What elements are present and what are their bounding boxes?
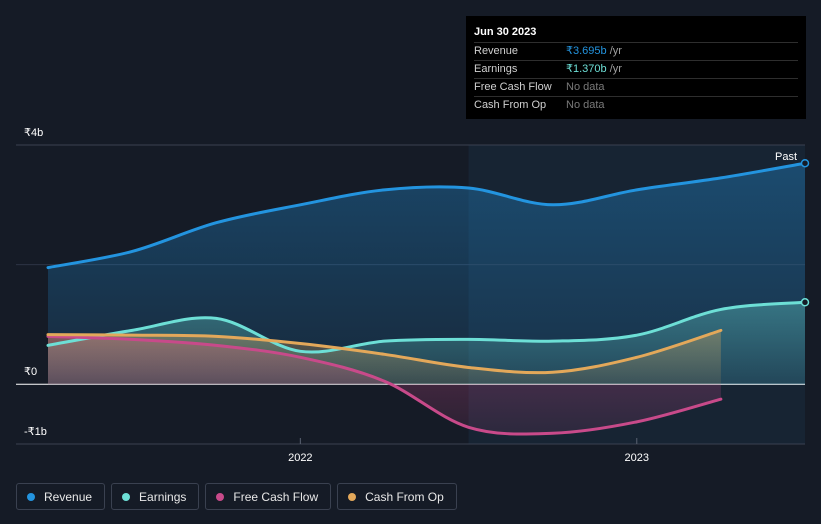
revenue-point[interactable] xyxy=(382,188,386,192)
legend-label: Earnings xyxy=(139,489,187,504)
tooltip-row-label: Cash From Op xyxy=(474,99,547,111)
revenue-point[interactable] xyxy=(800,158,810,168)
tooltip-row-label: Free Cash Flow xyxy=(474,81,552,93)
cash-from-op-point[interactable] xyxy=(130,333,134,337)
revenue-point[interactable] xyxy=(46,266,50,270)
earnings-point[interactable] xyxy=(551,339,555,343)
cash-from-op-point[interactable] xyxy=(635,355,639,359)
legend-dot-icon xyxy=(27,492,35,501)
cash-from-op-point[interactable] xyxy=(214,334,218,338)
legend-dot-icon xyxy=(216,492,225,501)
earnings-point[interactable] xyxy=(214,316,218,320)
earnings-point[interactable] xyxy=(719,307,723,311)
cash-from-op-point[interactable] xyxy=(298,342,302,346)
revenue-point[interactable] xyxy=(467,186,471,190)
tooltip-row-free-cash-flow: Free Cash Flow No data xyxy=(474,78,798,96)
earnings-point[interactable] xyxy=(635,333,639,337)
legend-item-revenue[interactable]: Revenue xyxy=(16,483,106,510)
free-cash-flow-point[interactable] xyxy=(635,420,639,424)
legend-item-cash-from-op[interactable]: Cash From Op xyxy=(337,483,457,510)
tooltip-rows: Revenue ₹3.695b /yr Earnings ₹1.370b /yr Fre… xyxy=(474,42,798,114)
y-tick-label: ₹4b xyxy=(24,127,43,139)
revenue-point[interactable] xyxy=(130,249,134,253)
legend-label: Revenue xyxy=(44,489,93,504)
tooltip-row-cash-from-op: Cash From Op No data xyxy=(474,96,798,114)
tooltip-row-label: Revenue xyxy=(474,45,519,57)
legend-label: Free Cash Flow xyxy=(233,489,319,504)
tooltip-value-number: ₹3.695b xyxy=(566,45,607,57)
tooltip-value-number: No data xyxy=(566,99,605,111)
legend-dot-icon xyxy=(122,492,131,501)
legend-label: Cash From Op xyxy=(365,489,444,504)
tooltip-row-earnings: Earnings ₹1.370b /yr xyxy=(474,60,798,78)
tooltip-row-value: ₹3.695b /yr xyxy=(566,43,622,60)
legend-item-free-cash-flow[interactable]: Free Cash Flow xyxy=(205,483,332,510)
series-lines xyxy=(46,161,807,436)
tooltip-row-value: No data xyxy=(566,97,605,114)
free-cash-flow-point[interactable] xyxy=(719,397,723,401)
earnings-point[interactable] xyxy=(800,298,810,307)
cash-from-op-point[interactable] xyxy=(551,370,555,374)
tooltip-value-unit: /yr xyxy=(606,63,622,75)
y-tick-label: ₹0 xyxy=(24,366,37,378)
earnings-point[interactable] xyxy=(382,339,386,343)
tooltip-row-label: Earnings xyxy=(474,63,518,75)
legend-item-earnings[interactable]: Earnings xyxy=(111,483,200,510)
earnings-point[interactable] xyxy=(467,337,471,341)
x-tick-label: 2023 xyxy=(625,452,649,464)
revenue-point[interactable] xyxy=(214,221,218,225)
x-tick-label: 2022 xyxy=(288,452,312,464)
cash-from-op-point[interactable] xyxy=(719,328,723,332)
free-cash-flow-point[interactable] xyxy=(298,355,302,359)
legend-dot-icon xyxy=(348,492,357,501)
tooltip-value-number: No data xyxy=(566,81,605,93)
tooltip-value-unit: /yr xyxy=(606,45,622,57)
earnings-point[interactable] xyxy=(46,343,50,347)
earnings-line xyxy=(46,300,807,354)
series-areas xyxy=(48,163,805,435)
earnings-point[interactable] xyxy=(130,328,134,332)
past-label: Past xyxy=(775,151,797,163)
axis-labels: ₹4b ₹0 -₹1b 2022 2023 xyxy=(24,127,649,464)
tooltip-row-revenue: Revenue ₹3.695b /yr xyxy=(474,42,798,60)
cash-from-op-point[interactable] xyxy=(382,352,386,356)
y-tick-label: -₹1b xyxy=(24,426,47,438)
free-cash-flow-point[interactable] xyxy=(382,379,386,383)
free-cash-flow-point[interactable] xyxy=(551,431,555,435)
tooltip: Jun 30 2023 Revenue ₹3.695b /yr Earnings ₹1… xyxy=(466,16,806,119)
series-endpoints[interactable] xyxy=(46,158,810,435)
revenue-point[interactable] xyxy=(635,188,639,192)
revenue-point[interactable] xyxy=(719,176,723,180)
tooltip-date: Jun 30 2023 xyxy=(474,26,537,38)
cash-from-op-point[interactable] xyxy=(467,365,471,369)
free-cash-flow-line xyxy=(46,334,723,436)
free-cash-flow-point[interactable] xyxy=(467,425,471,429)
cash-from-op-point[interactable] xyxy=(46,333,50,337)
earnings-point[interactable] xyxy=(298,349,302,353)
revenue-line xyxy=(46,161,807,270)
tooltip-value-number: ₹1.370b xyxy=(566,63,607,75)
legend: Revenue Earnings Free Cash Flow Cash From O… xyxy=(16,483,457,510)
free-cash-flow-point[interactable] xyxy=(130,337,134,341)
cash-from-op-line xyxy=(46,328,723,375)
tooltip-row-value: ₹1.370b /yr xyxy=(566,61,622,78)
tooltip-row-value: No data xyxy=(566,79,605,96)
revenue-point[interactable] xyxy=(298,203,302,207)
free-cash-flow-point[interactable] xyxy=(214,343,218,347)
revenue-point[interactable] xyxy=(551,203,555,207)
